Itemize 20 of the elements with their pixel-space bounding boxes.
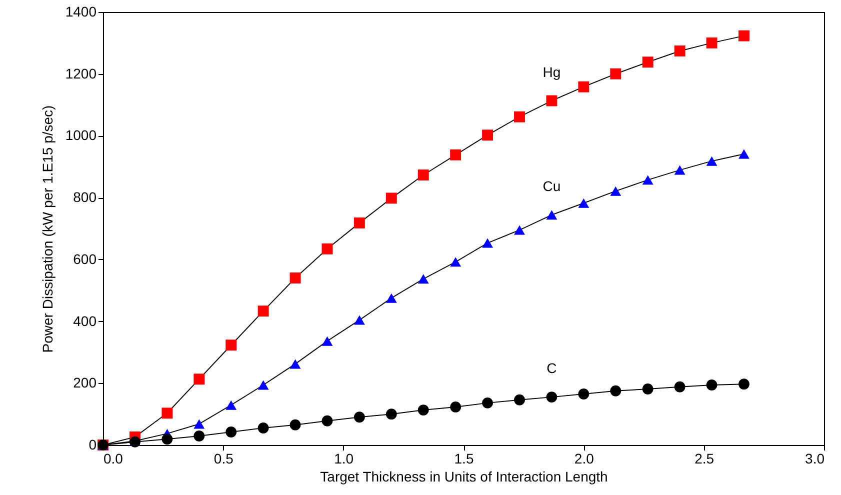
y-tick-label: 0: [88, 436, 97, 452]
series-label: C: [546, 360, 557, 376]
x-tick-label: 1.0: [334, 450, 354, 466]
series-label: Hg: [542, 64, 561, 80]
x-tick-label: 1.5: [454, 450, 474, 466]
x-tick-label: 0.5: [214, 450, 234, 466]
x-axis-title: Target Thickness in Units of Interaction Length: [320, 468, 608, 484]
y-tick-label: 800: [73, 189, 97, 206]
x-tick-label: 3.0: [805, 450, 825, 466]
y-tick-label: 600: [73, 250, 97, 267]
series-label: Cu: [542, 178, 561, 194]
x-tick-label: 2.5: [694, 450, 714, 466]
y-tick-label: 1000: [65, 127, 97, 144]
y-tick-label: 400: [73, 312, 97, 329]
x-tick-label: 2.0: [574, 450, 594, 466]
x-tick-label: 0.0: [104, 450, 124, 466]
y-tick-label: 1200: [65, 65, 97, 82]
y-tick-label: 200: [73, 374, 97, 391]
y-tick-label: 1400: [65, 4, 97, 20]
y-axis-title: Power Dissipation (kW per 1.E15 p/sec): [39, 105, 56, 353]
